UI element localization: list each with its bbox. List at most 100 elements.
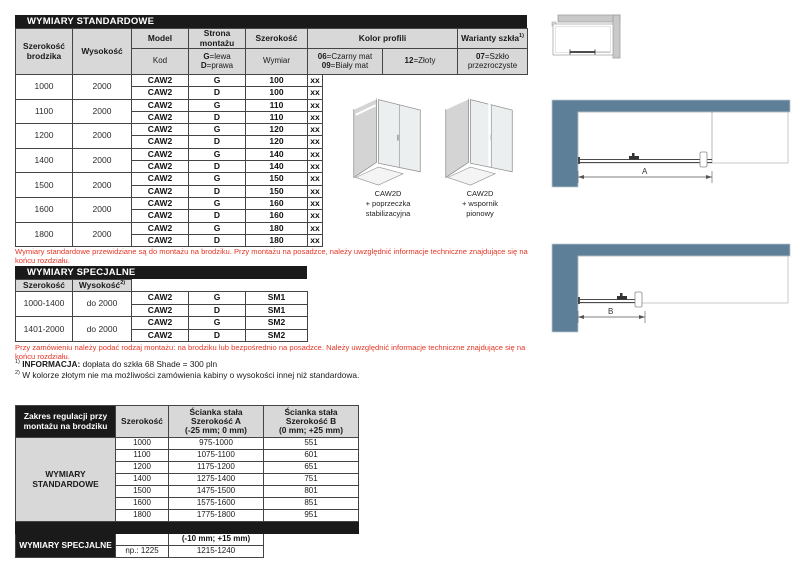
cell-color-code: xx xyxy=(307,184,323,198)
spacer-cell xyxy=(264,546,359,558)
spacer-cell xyxy=(458,75,528,87)
cell-height: 2000 xyxy=(72,172,132,198)
adjust-standard-row: 1100 1075-1100 601 xyxy=(16,449,359,462)
cell-model: CAW2 xyxy=(131,196,189,211)
divider-row xyxy=(15,521,359,534)
wall-l-shape xyxy=(551,243,791,333)
cell-wall-a: (-10 mm; +15 mm) xyxy=(168,533,264,546)
cell-model: CAW2 xyxy=(131,73,189,88)
cell-color-code: xx xyxy=(307,98,323,112)
cell-width: 1200 xyxy=(115,461,169,474)
handle-knob xyxy=(632,153,635,156)
standard-row: CAW2 D 110 xx xyxy=(16,110,528,125)
adjust-header-label: Zakres regulacji przy montażu na brodzik… xyxy=(15,405,116,438)
cell-tray-width: 1400 xyxy=(15,147,73,174)
cell-side: D xyxy=(188,110,246,125)
footnote-1-mark: 1) xyxy=(15,359,20,365)
handle-knob xyxy=(620,293,623,296)
dim-arrow-left xyxy=(578,175,584,179)
cell-model: CAW2 xyxy=(131,135,189,149)
cell-width xyxy=(115,533,169,546)
dimension-a-drawing: A xyxy=(545,95,795,190)
door-handle xyxy=(629,156,639,160)
spacer-cell xyxy=(458,234,528,246)
cell-wall-b: 801 xyxy=(263,485,359,498)
cell-height: 2000 xyxy=(72,98,132,125)
standard-row: 1000 2000 CAW2 G 100 xx xyxy=(15,73,528,100)
shower-tray xyxy=(354,166,405,186)
footnote-1: 1) INFORMACJA: dopłata do szkła 68 Shade… xyxy=(15,359,515,370)
wall-l-shape xyxy=(551,99,791,188)
spacer-cell xyxy=(458,222,528,234)
glass-variants-footnote-mark: 1) xyxy=(519,33,524,40)
side-wall xyxy=(445,98,469,179)
cell-width: SM2 xyxy=(245,316,308,330)
special-row: CAW2 D SM2 xyxy=(16,328,308,343)
adjust-standard-row: 1800 1775-1800 951 xyxy=(16,509,359,522)
standard-row: 1400 2000 CAW2 G 140 xx xyxy=(15,147,528,174)
cell-model: CAW2 xyxy=(131,123,189,137)
cell-model: CAW2 xyxy=(131,172,189,186)
cell-tray-width: 1000 xyxy=(15,74,73,100)
height-label: Wysokość xyxy=(78,280,121,291)
spacer-cell xyxy=(323,222,383,234)
spacer-cell xyxy=(383,234,458,246)
cell-width-range: 1000-1400 xyxy=(15,290,73,318)
cell-width: 150 xyxy=(245,172,308,186)
spacer-cell xyxy=(383,75,458,87)
subheader-dimension: Wymiar xyxy=(245,48,308,75)
subheader-side-codes: G=lewa D=prawa xyxy=(188,48,246,75)
cell-wall-a: 1575-1600 xyxy=(168,497,264,510)
cell-side: D xyxy=(188,328,246,343)
cell-color-code: xx xyxy=(307,73,323,88)
cell-wall-a: 1275-1400 xyxy=(168,473,264,486)
cell-width: SM1 xyxy=(245,303,308,318)
drawing-b: B xyxy=(551,243,791,333)
cell-side: G xyxy=(188,73,246,88)
cell-width: SM2 xyxy=(245,328,308,343)
special-header-row: Szerokość Wysokość2) xyxy=(15,279,308,292)
cell-wall-a: 1075-1100 xyxy=(168,449,264,462)
special-mounting-note: Przy zamówieniu należy podać rodzaj mont… xyxy=(15,343,526,361)
cell-wall-b: 651 xyxy=(263,461,359,474)
cell-color-code: xx xyxy=(307,209,323,223)
spacer-cell xyxy=(246,280,308,292)
spacer-cell xyxy=(132,280,189,292)
niche-outline xyxy=(577,111,789,164)
cell-model: CAW2 xyxy=(131,86,189,100)
standard-row: CAW2 D 160 xx xyxy=(16,209,528,223)
adjust-special-row: WYMIARY SPECJALNE (-10 mm; +15 mm) xyxy=(15,533,359,558)
col-header-height-special: Wysokość2) xyxy=(72,279,132,292)
cell-model: CAW2 xyxy=(131,328,189,343)
cell-height: 2000 xyxy=(72,74,132,100)
cell-side: D xyxy=(188,135,246,149)
col-header-width-range: Szerokość xyxy=(15,279,73,292)
cell-wall-a: 1215-1240 xyxy=(168,545,264,558)
footnote-2-mark: 2) xyxy=(15,370,20,376)
subheader-color-gold: 12=Złoty xyxy=(381,48,459,75)
cell-width: 180 xyxy=(245,233,308,248)
standard-row: 1100 2000 CAW2 G 110 xx xyxy=(15,98,528,125)
standard-row: CAW2 D 120 xx xyxy=(16,135,528,149)
spacer-cell xyxy=(323,234,383,246)
cell-width: 1000 xyxy=(115,437,169,450)
support-bracket xyxy=(634,291,643,308)
spacer-cell xyxy=(323,75,383,87)
subheader-code: Kod xyxy=(131,48,189,75)
cell-width: SM1 xyxy=(245,291,308,305)
plan-view-diagram xyxy=(550,12,628,64)
col-header-profile-color: Kolor profili xyxy=(306,28,459,49)
cell-color-code: xx xyxy=(307,221,323,235)
cell-color-code: xx xyxy=(307,147,323,162)
cell-wall-a: 1775-1800 xyxy=(168,509,264,522)
special-dimensions-table: Szerokość Wysokość2) 1000-1400 do 2000 CAW… xyxy=(15,279,308,343)
col-header-tray-width: Szerokość brodzika xyxy=(15,28,73,75)
col-header-height: Wysokość xyxy=(72,28,132,75)
dimension-b-drawing: B xyxy=(545,240,795,340)
cell-side: D xyxy=(188,209,246,223)
cell-width: 1400 xyxy=(115,473,169,486)
cell-side: G xyxy=(188,123,246,137)
standard-dimensions-title: WYMIARY STANDARDOWE xyxy=(15,15,527,28)
support-bracket xyxy=(699,151,708,168)
